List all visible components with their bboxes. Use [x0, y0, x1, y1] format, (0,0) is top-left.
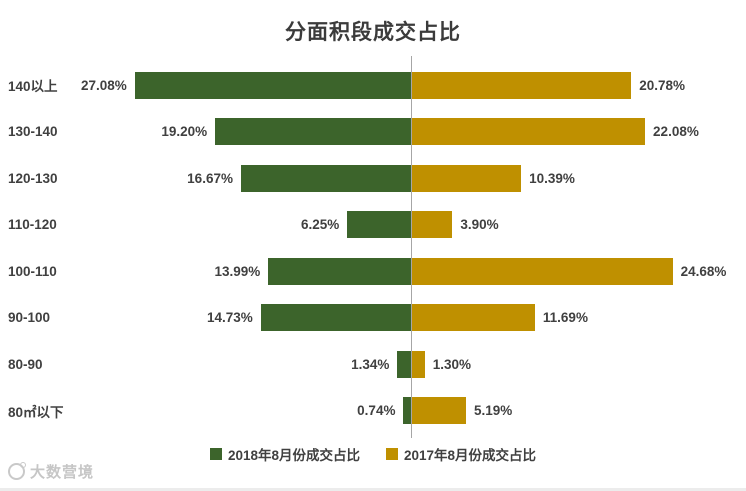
chart-row: 120-130 16.67% 10.39%: [0, 155, 746, 202]
category-label: 120-130: [8, 170, 58, 186]
left-bar-zone: 14.73%: [70, 295, 411, 342]
value-label-2018: 27.08%: [81, 77, 127, 93]
bar-rows-container: 140以上 27.08% 20.78% 130-140 19.20% 22.08% 120-…: [0, 62, 746, 434]
chart-title: 分面积段成交占比: [285, 21, 461, 44]
bar-2018[interactable]: [268, 257, 411, 285]
legend-swatch-2018-icon: [209, 448, 222, 460]
legend: 2018年8月份成交占比 2017年8月份成交占比: [0, 444, 746, 464]
left-bar-zone: 6.25%: [70, 202, 411, 249]
category-label: 110-120: [8, 217, 57, 233]
value-label-2018: 13.99%: [214, 263, 261, 279]
right-bar-zone: 10.39%: [411, 155, 746, 202]
bar-2018[interactable]: [134, 71, 411, 99]
value-label-2018: 1.34%: [351, 356, 390, 372]
legend-item-2017[interactable]: 2017年8月份成交占比: [386, 444, 536, 464]
value-label-2017: 3.90%: [460, 217, 499, 233]
category-label: 80-90: [8, 356, 43, 372]
bar-2017[interactable]: [411, 164, 522, 192]
bar-2017[interactable]: [411, 118, 646, 146]
chart-row: 110-120 6.25% 3.90%: [0, 202, 746, 249]
bar-2017[interactable]: [411, 257, 673, 285]
value-label-2017: 24.68%: [680, 263, 727, 279]
legend-swatch-2017-icon: [386, 448, 398, 460]
chart-row: 130-140 19.20% 22.08%: [0, 109, 746, 156]
bar-2018[interactable]: [240, 164, 411, 192]
left-bar-zone: 0.74%: [70, 388, 411, 435]
chart-row: 140以上 27.08% 20.78%: [0, 62, 746, 109]
right-bar-zone: 20.78%: [411, 62, 746, 109]
chart-row: 80-90 1.34% 1.30%: [0, 341, 746, 388]
bar-2017[interactable]: [411, 211, 453, 239]
right-bar-zone: 22.08%: [411, 109, 746, 156]
center-axis-line: [411, 56, 412, 438]
bar-2017[interactable]: [411, 304, 535, 332]
value-label-2017: 22.08%: [653, 124, 699, 140]
legend-label-2017: 2017年8月份成交占比: [404, 448, 537, 463]
value-label-2017: 1.30%: [432, 356, 472, 372]
chart-row: 90-100 14.73% 11.69%: [0, 295, 746, 342]
bar-2018[interactable]: [215, 118, 411, 146]
bar-2018[interactable]: [397, 350, 411, 378]
bar-2018[interactable]: [260, 304, 411, 332]
chart-row: 80㎡以下 0.74% 5.19%: [0, 388, 746, 435]
value-label-2018: 19.20%: [161, 124, 208, 140]
value-label-2017: 10.39%: [529, 170, 575, 186]
left-bar-zone: 27.08%: [70, 62, 411, 109]
legend-label-2018: 2018年8月份成交占比: [227, 448, 360, 463]
bar-2018[interactable]: [347, 211, 411, 239]
watermark-logo-icon: [8, 462, 26, 480]
watermark: 大数营境: [8, 461, 94, 482]
category-label: 90-100: [8, 310, 51, 326]
right-bar-zone: 24.68%: [411, 248, 746, 295]
left-bar-zone: 19.20%: [70, 109, 411, 156]
plot-area: 140以上 27.08% 20.78% 130-140 19.20% 22.08% 120-…: [0, 56, 746, 438]
bar-2017[interactable]: [411, 350, 425, 378]
watermark-text: 大数营境: [30, 464, 95, 481]
left-bar-zone: 16.67%: [70, 155, 411, 202]
left-bar-zone: 13.99%: [70, 248, 411, 295]
legend-item-2018[interactable]: 2018年8月份成交占比: [209, 444, 360, 464]
right-bar-zone: 1.30%: [411, 341, 746, 388]
value-label-2017: 11.69%: [542, 310, 588, 326]
right-bar-zone: 5.19%: [411, 388, 746, 435]
category-label: 130-140: [8, 124, 58, 140]
value-label-2018: 16.67%: [187, 170, 233, 186]
category-label: 80㎡以下: [8, 404, 64, 420]
bar-2017[interactable]: [411, 397, 466, 425]
value-label-2017: 5.19%: [474, 403, 513, 419]
value-label-2018: 14.73%: [206, 310, 253, 326]
chart-row: 100-110 13.99% 24.68%: [0, 248, 746, 295]
bar-2018[interactable]: [403, 397, 411, 425]
category-label: 140以上: [8, 79, 58, 95]
right-bar-zone: 11.69%: [411, 295, 746, 342]
bar-2017[interactable]: [411, 71, 632, 99]
left-bar-zone: 1.34%: [70, 341, 411, 388]
value-label-2017: 20.78%: [639, 77, 686, 93]
value-label-2018: 0.74%: [357, 403, 396, 419]
right-bar-zone: 3.90%: [411, 202, 746, 249]
category-label: 100-110: [8, 263, 57, 279]
value-label-2018: 6.25%: [300, 217, 340, 233]
